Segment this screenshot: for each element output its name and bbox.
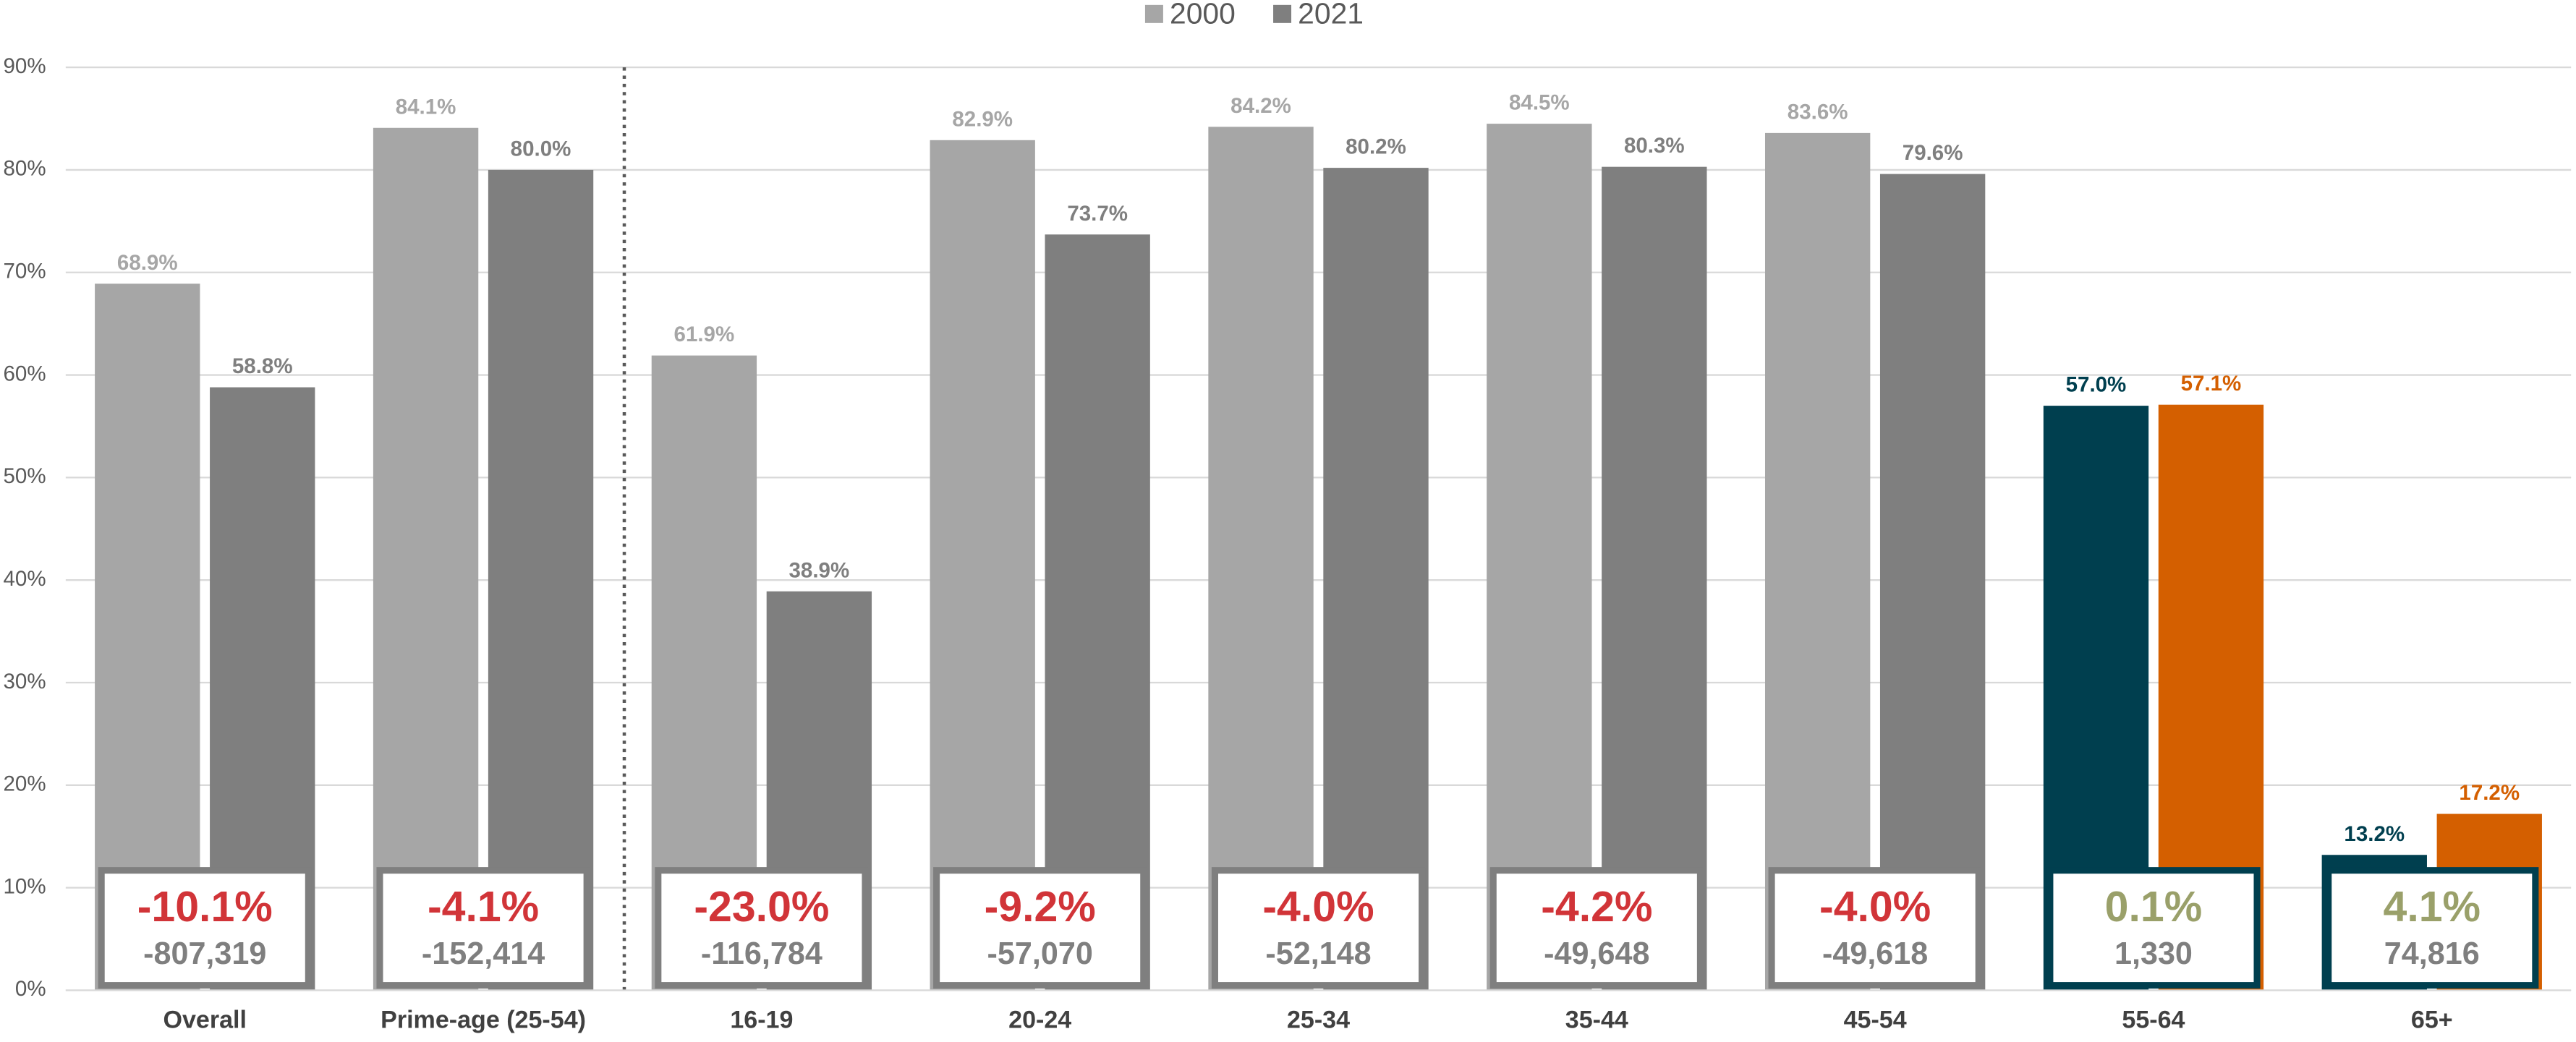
value-label: 38.9% xyxy=(789,558,850,582)
count-label: -49,618 xyxy=(1822,936,1928,971)
change-label: -4.0% xyxy=(1819,883,1931,931)
value-label: 84.2% xyxy=(1230,94,1291,118)
legend-swatch xyxy=(1273,4,1292,23)
bar xyxy=(488,169,594,991)
change-label: -9.2% xyxy=(985,883,1096,931)
bar xyxy=(1764,132,1871,991)
change-box xyxy=(1489,867,1704,989)
change-box xyxy=(376,867,590,989)
value-label: 80.2% xyxy=(1346,135,1406,159)
value-label: 83.6% xyxy=(1788,100,1848,124)
legend-swatch xyxy=(1144,4,1163,23)
change-label: -23.0% xyxy=(694,883,829,931)
value-label: 84.1% xyxy=(396,95,456,119)
value-label: 13.2% xyxy=(2344,822,2405,846)
change-box xyxy=(655,867,869,989)
value-label: 58.8% xyxy=(232,354,293,378)
y-tick-label: 30% xyxy=(4,670,46,693)
legend-label: 2021 xyxy=(1298,0,1364,30)
value-label: 79.6% xyxy=(1903,141,1963,165)
value-label: 80.3% xyxy=(1624,134,1685,158)
y-tick-label: 60% xyxy=(4,362,46,385)
x-tick-label: 20-24 xyxy=(1008,1007,1071,1034)
value-label: 84.5% xyxy=(1509,91,1570,115)
y-tick-label: 50% xyxy=(4,464,46,488)
x-tick-label: Overall xyxy=(163,1007,247,1034)
value-label: 68.9% xyxy=(117,251,178,275)
change-label: 0.1% xyxy=(2105,883,2203,931)
change-box xyxy=(2046,867,2261,989)
change-box xyxy=(933,867,1147,989)
value-label: 82.9% xyxy=(952,107,1013,131)
change-label: 4.1% xyxy=(2383,883,2481,931)
change-label: -4.2% xyxy=(1541,883,1652,931)
change-box xyxy=(1211,867,1426,989)
bar xyxy=(373,127,479,991)
x-tick-label: Prime-age (25-54) xyxy=(381,1007,586,1034)
bar xyxy=(1487,124,1592,991)
value-label: 57.1% xyxy=(2181,372,2242,396)
y-tick-label: 0% xyxy=(15,977,46,1001)
y-tick-label: 20% xyxy=(4,772,46,796)
count-label: -116,784 xyxy=(701,936,822,971)
x-tick-label: 65+ xyxy=(2411,1007,2453,1034)
bar xyxy=(1208,127,1314,991)
count-label: -52,148 xyxy=(1265,936,1371,971)
change-label: -10.1% xyxy=(137,883,273,931)
change-box xyxy=(2325,867,2539,989)
y-tick-label: 70% xyxy=(4,260,46,283)
count-label: 1,330 xyxy=(2114,936,2193,971)
legend-label: 2000 xyxy=(1170,0,1236,30)
y-tick-label: 90% xyxy=(4,54,46,78)
x-tick-label: 35-44 xyxy=(1565,1007,1628,1034)
x-tick-label: 55-64 xyxy=(2122,1007,2185,1034)
change-label: -4.1% xyxy=(428,883,539,931)
y-tick-label: 80% xyxy=(4,157,46,181)
legend: 2000 2021 xyxy=(1144,0,1364,30)
change-label: -4.0% xyxy=(1262,883,1374,931)
change-box xyxy=(1768,867,1982,989)
bar xyxy=(1323,168,1429,991)
count-label: -57,070 xyxy=(987,936,1093,971)
value-label: 61.9% xyxy=(674,323,735,346)
x-tick-label: 16-19 xyxy=(730,1007,793,1034)
count-label: -807,319 xyxy=(143,936,266,971)
y-tick-label: 40% xyxy=(4,567,46,591)
x-tick-label: 45-54 xyxy=(1844,1007,1907,1034)
bar xyxy=(1045,234,1150,991)
value-label: 17.2% xyxy=(2459,781,2520,805)
count-label: -152,414 xyxy=(422,936,545,971)
value-label: 73.7% xyxy=(1067,202,1128,226)
bar xyxy=(1602,166,1707,991)
value-label: 57.0% xyxy=(2066,373,2127,397)
x-tick-label: 25-34 xyxy=(1287,1007,1350,1034)
bar xyxy=(1879,174,1986,991)
change-box xyxy=(98,867,312,989)
y-tick-label: 10% xyxy=(4,874,46,898)
bar xyxy=(930,140,1035,991)
count-label: -49,648 xyxy=(1544,936,1649,971)
count-label: 74,816 xyxy=(2384,936,2480,971)
value-label: 80.0% xyxy=(511,137,571,161)
